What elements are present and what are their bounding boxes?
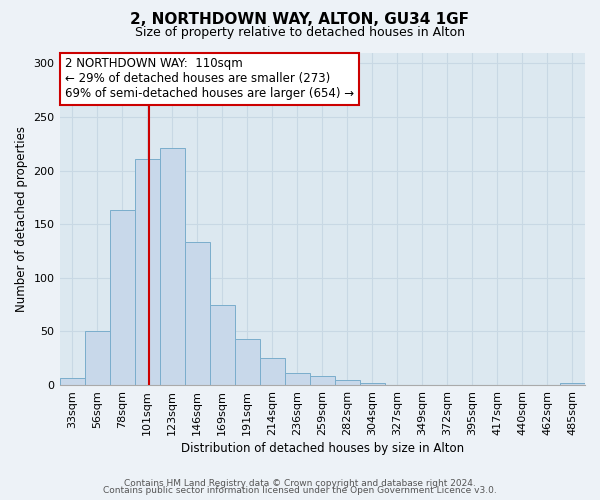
Bar: [185, 242, 209, 385]
Text: 2, NORTHDOWN WAY, ALTON, GU34 1GF: 2, NORTHDOWN WAY, ALTON, GU34 1GF: [131, 12, 470, 28]
Bar: [59, 378, 85, 385]
Bar: [235, 339, 260, 385]
Bar: [209, 304, 235, 385]
Bar: [310, 376, 335, 385]
Bar: [110, 210, 134, 385]
X-axis label: Distribution of detached houses by size in Alton: Distribution of detached houses by size …: [181, 442, 464, 455]
Bar: [360, 383, 385, 385]
Bar: [160, 148, 185, 385]
Bar: [134, 158, 160, 385]
Bar: [85, 332, 110, 385]
Bar: [285, 374, 310, 385]
Bar: [335, 380, 360, 385]
Text: Contains HM Land Registry data © Crown copyright and database right 2024.: Contains HM Land Registry data © Crown c…: [124, 478, 476, 488]
Text: Size of property relative to detached houses in Alton: Size of property relative to detached ho…: [135, 26, 465, 39]
Text: Contains public sector information licensed under the Open Government Licence v3: Contains public sector information licen…: [103, 486, 497, 495]
Bar: [560, 383, 585, 385]
Y-axis label: Number of detached properties: Number of detached properties: [15, 126, 28, 312]
Text: 2 NORTHDOWN WAY:  110sqm
← 29% of detached houses are smaller (273)
69% of semi-: 2 NORTHDOWN WAY: 110sqm ← 29% of detache…: [65, 58, 354, 100]
Bar: [260, 358, 285, 385]
